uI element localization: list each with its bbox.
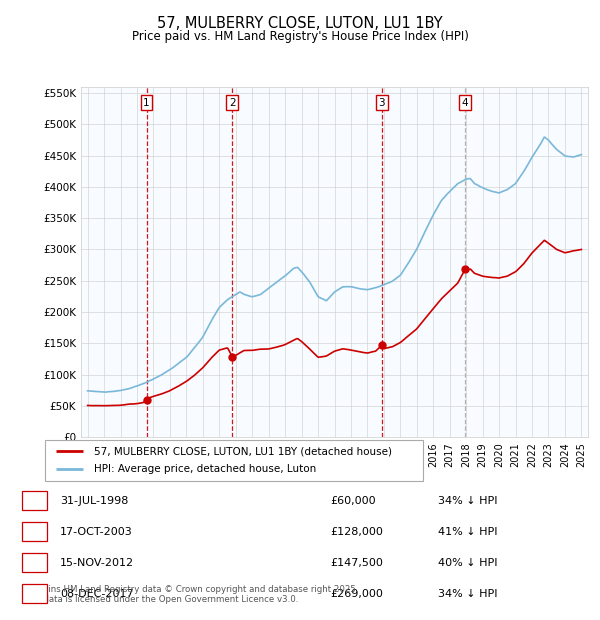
Bar	[81, 87, 146, 437]
Text: 40% ↓ HPI: 40% ↓ HPI	[438, 557, 497, 568]
Bar	[382, 87, 465, 437]
Text: 1: 1	[143, 97, 150, 107]
Text: 57, MULBERRY CLOSE, LUTON, LU1 1BY (detached house): 57, MULBERRY CLOSE, LUTON, LU1 1BY (deta…	[94, 446, 392, 456]
Text: 3: 3	[31, 557, 38, 568]
Text: 4: 4	[31, 588, 38, 599]
Text: 57, MULBERRY CLOSE, LUTON, LU1 1BY: 57, MULBERRY CLOSE, LUTON, LU1 1BY	[157, 16, 443, 30]
Text: 4: 4	[462, 97, 469, 107]
Text: £128,000: £128,000	[330, 526, 383, 537]
FancyBboxPatch shape	[45, 440, 423, 480]
Text: 1: 1	[31, 495, 38, 506]
Text: 2: 2	[229, 97, 236, 107]
Text: 15-NOV-2012: 15-NOV-2012	[60, 557, 134, 568]
Text: 17-OCT-2003: 17-OCT-2003	[60, 526, 133, 537]
Text: 34% ↓ HPI: 34% ↓ HPI	[438, 495, 497, 506]
Bar	[232, 87, 382, 437]
Bar	[146, 87, 232, 437]
Bar	[465, 87, 588, 437]
Text: HPI: Average price, detached house, Luton: HPI: Average price, detached house, Luto…	[94, 464, 316, 474]
Text: 08-DEC-2017: 08-DEC-2017	[60, 588, 134, 599]
Text: £60,000: £60,000	[330, 495, 376, 506]
Text: 34% ↓ HPI: 34% ↓ HPI	[438, 588, 497, 599]
Text: 3: 3	[379, 97, 385, 107]
Text: 2: 2	[31, 526, 38, 537]
Text: 41% ↓ HPI: 41% ↓ HPI	[438, 526, 497, 537]
Text: £147,500: £147,500	[330, 557, 383, 568]
Text: £269,000: £269,000	[330, 588, 383, 599]
Text: Contains HM Land Registry data © Crown copyright and database right 2025.
This d: Contains HM Land Registry data © Crown c…	[23, 585, 358, 604]
Text: 31-JUL-1998: 31-JUL-1998	[60, 495, 128, 506]
Text: Price paid vs. HM Land Registry's House Price Index (HPI): Price paid vs. HM Land Registry's House …	[131, 30, 469, 43]
